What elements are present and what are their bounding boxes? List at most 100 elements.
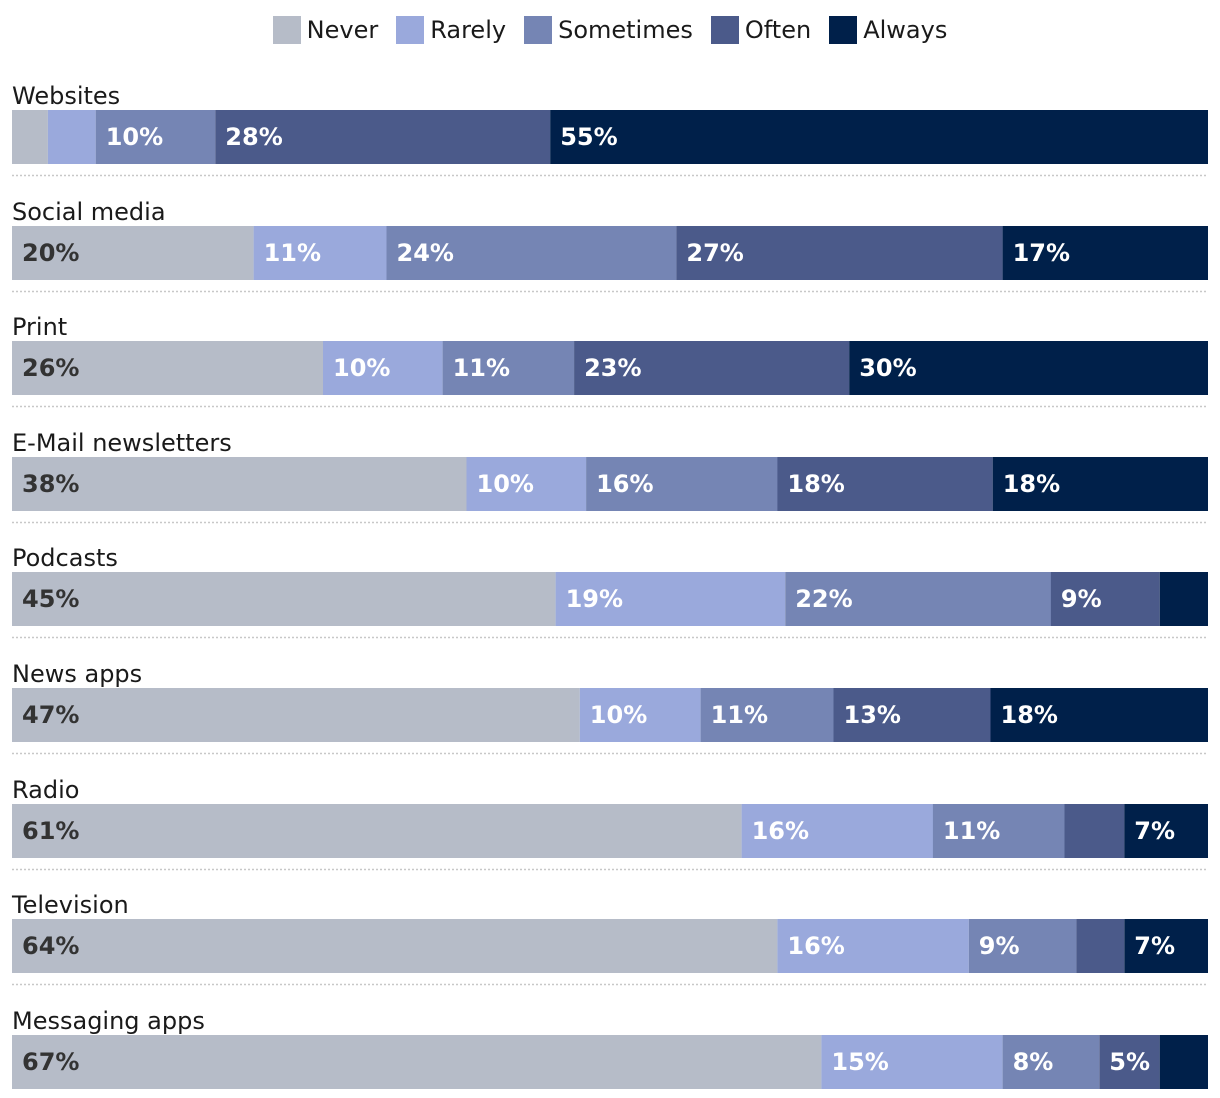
data-label-social-media-always: 17% [1013,239,1070,267]
bar-social-media-never[interactable] [12,226,254,280]
bar-messaging-apps-always[interactable] [1159,1035,1208,1089]
bar-print-rarely[interactable] [323,341,443,395]
data-label-print-sometimes: 11% [453,354,510,382]
row-label-social-media: Social media [12,198,166,226]
bar-messaging-apps-rarely[interactable] [821,1035,1003,1089]
legend-item-never[interactable]: Never [272,16,379,44]
bar-e-mail-newsletters-always[interactable] [992,457,1208,511]
bar-e-mail-newsletters-rarely[interactable] [466,457,587,511]
data-label-print-always: 30% [859,354,916,382]
data-label-social-media-rarely: 11% [264,239,321,267]
bar-television-rarely[interactable] [777,919,969,973]
data-label-social-media-sometimes: 24% [397,239,454,267]
bar-e-mail-newsletters-often[interactable] [777,457,993,511]
data-label-podcasts-rarely: 19% [566,585,623,613]
bar-print-sometimes[interactable] [442,341,575,395]
data-label-messaging-apps-often: 5% [1109,1048,1150,1076]
data-label-radio-never: 61% [22,817,79,845]
bar-television-never[interactable] [12,919,778,973]
bar-e-mail-newsletters-never[interactable] [12,457,467,511]
data-label-messaging-apps-sometimes: 8% [1013,1048,1054,1076]
bar-websites-never[interactable] [12,110,48,164]
bar-social-media-always[interactable] [1002,226,1208,280]
legend-label-sometimes: Sometimes [558,16,693,44]
data-label-television-always: 7% [1134,932,1175,960]
legend-label-often: Often [744,16,812,44]
data-label-messaging-apps-rarely: 15% [831,1048,888,1076]
bar-social-media-sometimes[interactable] [386,226,677,280]
bar-podcasts-always[interactable] [1159,572,1208,626]
data-label-websites-always: 55% [560,123,617,151]
data-label-social-media-often: 27% [686,239,743,267]
bar-websites-sometimes[interactable] [95,110,216,164]
data-label-news-apps-sometimes: 11% [711,701,768,729]
legend-label-never: Never [306,16,379,44]
bar-podcasts-never[interactable] [12,572,556,626]
bar-websites-often[interactable] [215,110,551,164]
bar-podcasts-rarely[interactable] [555,572,786,626]
bar-messaging-apps-never[interactable] [12,1035,822,1089]
legend-swatch-never [272,16,301,44]
bar-websites-rarely[interactable] [47,110,96,164]
bar-messaging-apps-often[interactable] [1099,1035,1160,1089]
bar-television-often[interactable] [1076,919,1125,973]
bar-messaging-apps-sometimes[interactable] [1002,1035,1100,1089]
data-label-podcasts-often: 9% [1061,585,1102,613]
bar-podcasts-sometimes[interactable] [785,572,1051,626]
data-label-messaging-apps-never: 67% [22,1048,79,1076]
data-label-websites-sometimes: 10% [106,123,163,151]
bar-radio-often[interactable] [1064,804,1125,858]
bar-news-apps-rarely[interactable] [579,688,701,742]
data-label-print-never: 26% [22,354,79,382]
data-label-television-never: 64% [22,932,79,960]
bar-print-often[interactable] [574,341,850,395]
row-label-messaging-apps: Messaging apps [12,1007,205,1035]
bar-news-apps-always[interactable] [990,688,1209,742]
legend-item-often[interactable]: Often [710,16,812,44]
row-label-news-apps: News apps [12,660,142,688]
row-label-websites: Websites [12,82,120,110]
row-label-e-mail-newsletters: E-Mail newsletters [12,429,232,457]
data-label-radio-rarely: 16% [752,817,809,845]
legend-item-sometimes[interactable]: Sometimes [524,16,693,44]
data-label-social-media-never: 20% [22,239,79,267]
legend-swatch-sometimes [524,16,553,44]
legend-item-rarely[interactable]: Rarely [396,16,506,44]
bar-podcasts-often[interactable] [1050,572,1160,626]
data-label-news-apps-never: 47% [22,701,79,729]
bar-radio-always[interactable] [1124,804,1208,858]
bar-social-media-often[interactable] [676,226,1003,280]
bar-websites-always[interactable] [550,110,1208,164]
data-label-podcasts-never: 45% [22,585,79,613]
bar-television-sometimes[interactable] [968,919,1077,973]
data-label-e-mail-newsletters-always: 18% [1003,470,1060,498]
legend-label-always: Always [863,16,948,44]
data-label-websites-often: 28% [225,123,282,151]
bar-news-apps-sometimes[interactable] [700,688,834,742]
legend-swatch-rarely [396,16,425,44]
bar-social-media-rarely[interactable] [253,226,387,280]
bar-radio-sometimes[interactable] [932,804,1065,858]
bar-radio-rarely[interactable] [741,804,933,858]
bar-television-always[interactable] [1124,919,1208,973]
data-label-news-apps-always: 18% [1001,701,1058,729]
data-label-e-mail-newsletters-often: 18% [787,470,844,498]
data-label-television-rarely: 16% [787,932,844,960]
row-label-radio: Radio [12,776,79,804]
bar-news-apps-often[interactable] [833,688,991,742]
data-label-news-apps-rarely: 10% [590,701,647,729]
bar-e-mail-newsletters-sometimes[interactable] [586,457,778,511]
data-label-print-rarely: 10% [333,354,390,382]
row-label-print: Print [12,313,67,341]
bar-print-never[interactable] [12,341,323,395]
data-label-print-often: 23% [584,354,641,382]
bar-print-always[interactable] [849,341,1208,395]
bar-radio-never[interactable] [12,804,742,858]
legend-item-always[interactable]: Always [829,16,947,44]
data-label-radio-sometimes: 11% [943,817,1000,845]
data-label-podcasts-sometimes: 22% [795,585,852,613]
legend-swatch-often [710,16,739,44]
legend-label-rarely: Rarely [430,16,507,44]
bar-news-apps-never[interactable] [12,688,580,742]
